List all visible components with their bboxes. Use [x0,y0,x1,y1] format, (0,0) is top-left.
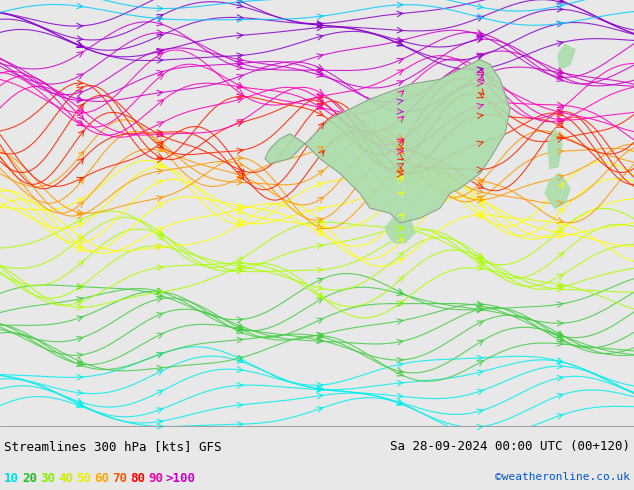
Text: Streamlines 300 hPa [kts] GFS: Streamlines 300 hPa [kts] GFS [4,440,221,453]
Polygon shape [558,45,575,70]
Polygon shape [265,59,510,223]
Polygon shape [385,216,415,243]
Text: 20: 20 [22,472,37,485]
Text: 50: 50 [76,472,91,485]
Text: 60: 60 [94,472,109,485]
Text: >100: >100 [166,472,196,485]
Text: 80: 80 [130,472,145,485]
Text: ©weatheronline.co.uk: ©weatheronline.co.uk [495,472,630,482]
Polygon shape [548,129,562,169]
Text: 30: 30 [40,472,55,485]
Text: 40: 40 [58,472,73,485]
Text: 10: 10 [4,472,19,485]
Text: 90: 90 [148,472,163,485]
Text: 70: 70 [112,472,127,485]
Text: Sa 28-09-2024 00:00 UTC (00+120): Sa 28-09-2024 00:00 UTC (00+120) [390,440,630,453]
Polygon shape [545,173,570,208]
